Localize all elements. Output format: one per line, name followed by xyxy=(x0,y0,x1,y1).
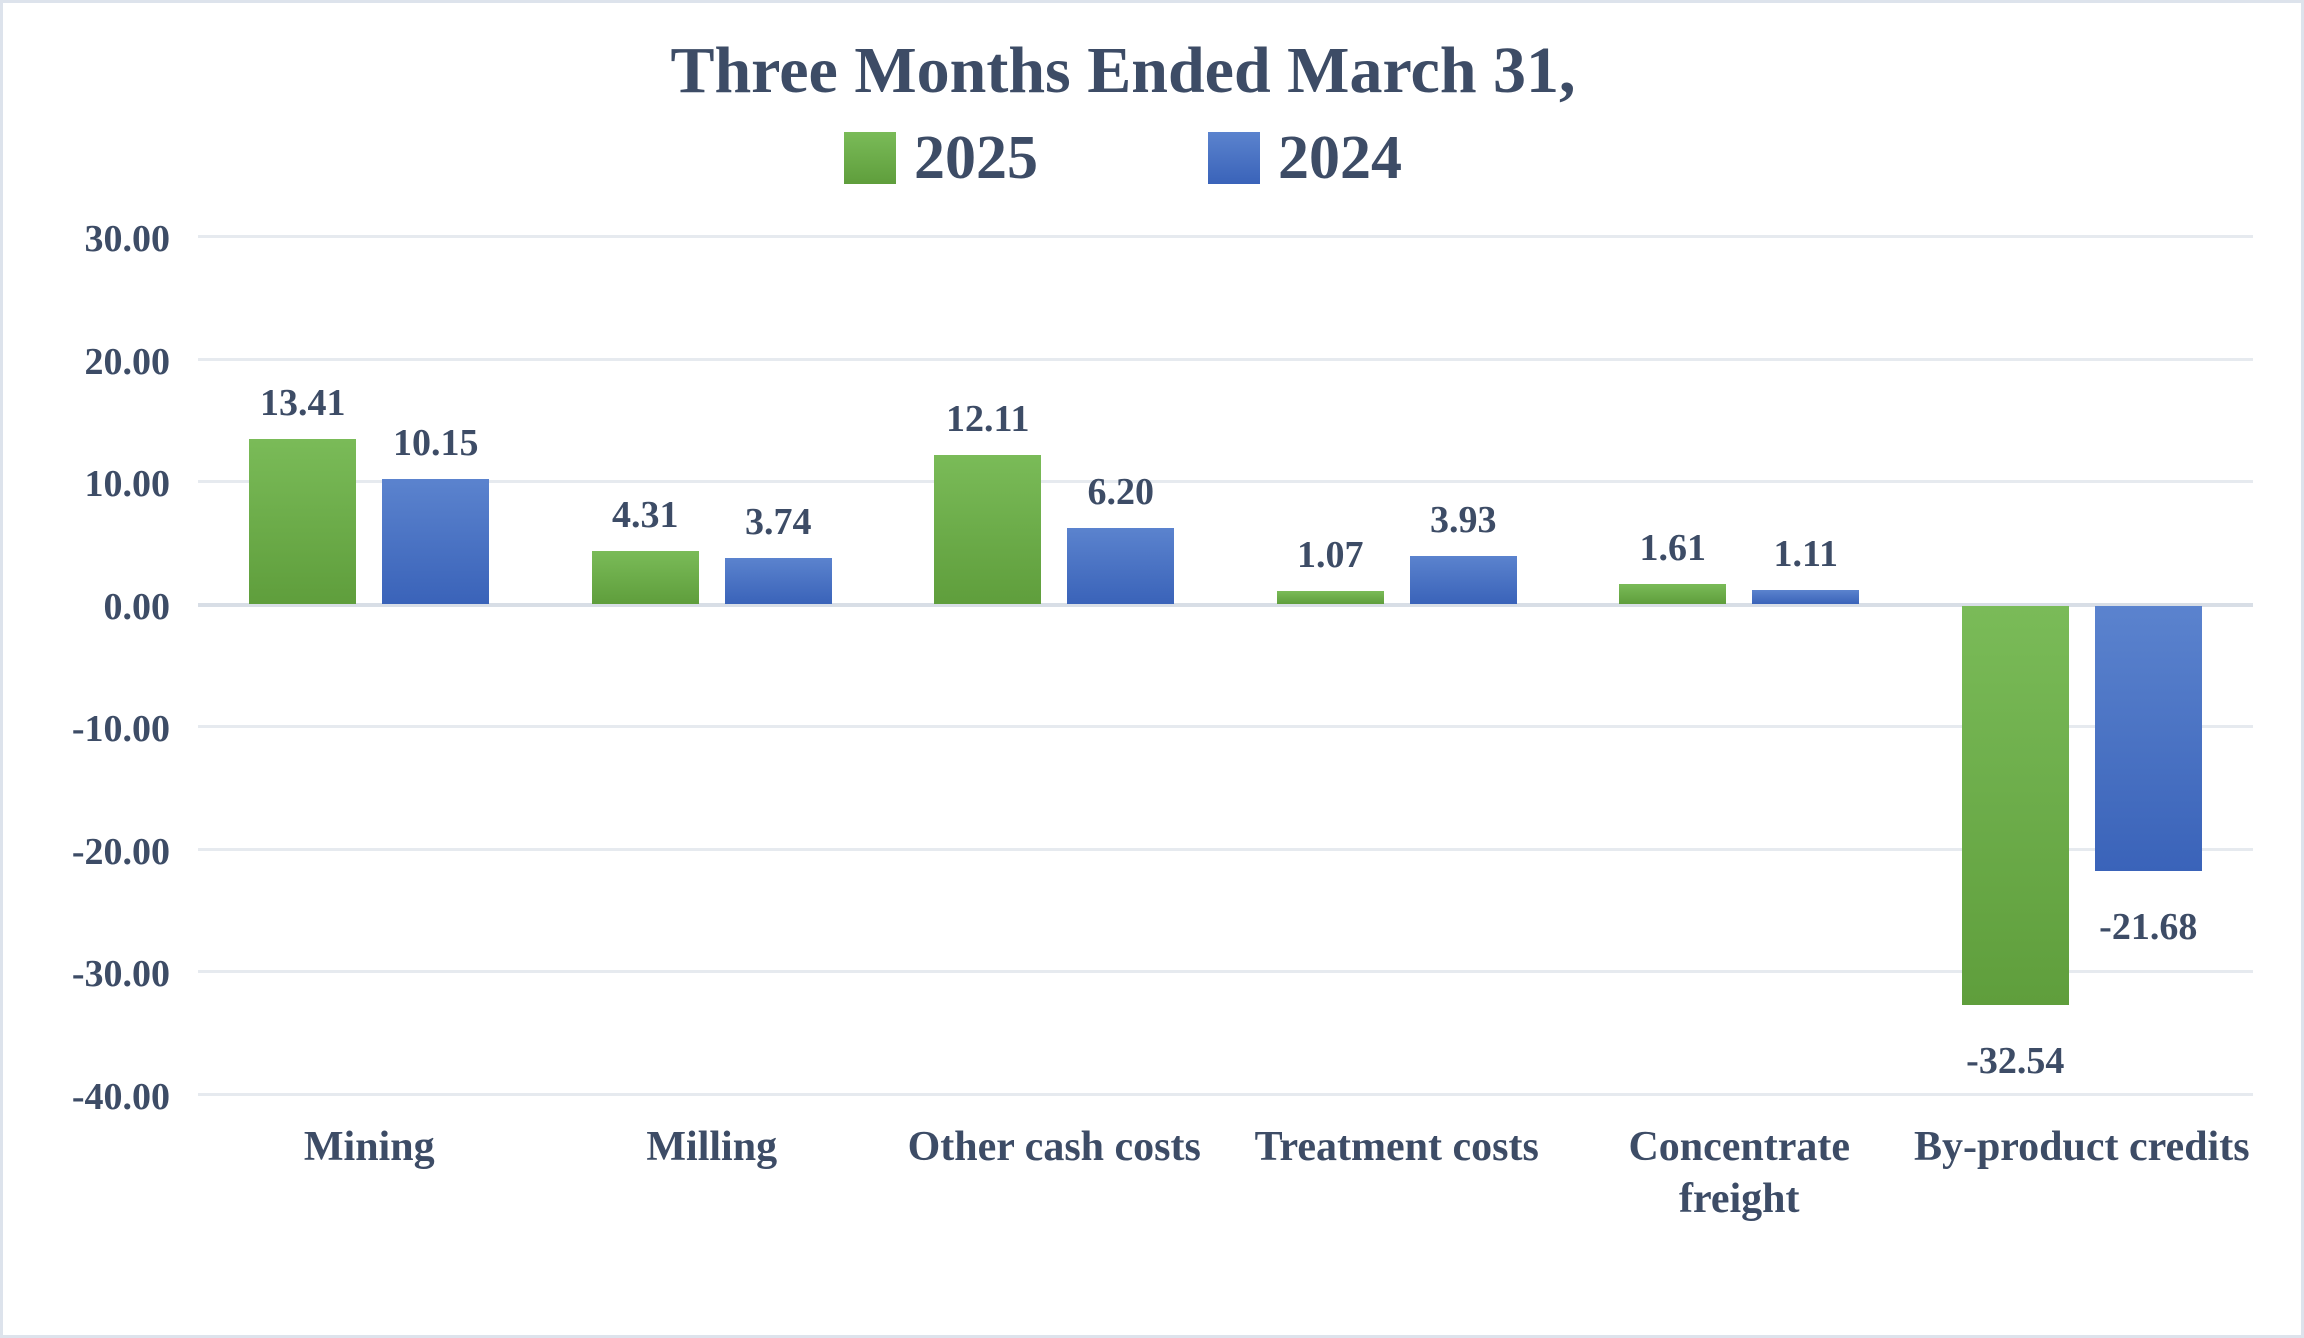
bar-2025-milling xyxy=(591,550,699,604)
plot-area: 30.00 20.00 10.00 0.00 -10.00 -20.00 -30.00 -40… xyxy=(3,3,2301,1335)
gridline xyxy=(198,235,2253,238)
zero-gridline xyxy=(198,602,2253,607)
value-label-2024-by-product-credits: -21.68 xyxy=(2099,906,2198,949)
legend-swatch-2024-icon xyxy=(1208,132,1260,184)
bar-2024-milling xyxy=(724,557,832,604)
value-label-2024-treatment-costs: 3.93 xyxy=(1430,498,1497,541)
chart-title: Three Months Ended March 31, xyxy=(670,34,1576,107)
value-label-2024-mining: 10.15 xyxy=(393,422,479,465)
bar-2025-other-cash-costs xyxy=(934,455,1042,604)
legend-label-2025: 2025 xyxy=(914,124,1038,192)
gridline xyxy=(198,725,2253,729)
bar-2025-by-product-credits xyxy=(1961,605,2069,1005)
bar-2024-concentrate-freight xyxy=(1752,590,1860,604)
gridline xyxy=(198,357,2253,361)
value-label-2025-milling: 4.31 xyxy=(612,493,679,536)
value-label-2025-mining: 13.41 xyxy=(260,382,346,425)
bar-2024-by-product-credits xyxy=(2094,605,2202,872)
x-axis-category-label-milling: Milling xyxy=(646,1124,778,1170)
y-axis-tick-label: -30.00 xyxy=(71,953,170,996)
y-axis-tick-label: -40.00 xyxy=(71,1076,170,1118)
value-label-2025-treatment-costs: 1.07 xyxy=(1297,533,1364,576)
gridline xyxy=(198,970,2253,974)
value-label-2025-by-product-credits: -32.54 xyxy=(1966,1039,2065,1082)
y-axis-tick-label: 0.00 xyxy=(103,585,171,628)
bar-2025-mining xyxy=(249,439,357,604)
x-axis-category-label-mining: Mining xyxy=(303,1124,435,1170)
x-axis-category-label-treatment-costs: Treatment costs xyxy=(1254,1124,1539,1170)
bar-2024-other-cash-costs xyxy=(1067,527,1175,604)
y-axis-tick-label: 10.00 xyxy=(84,463,171,506)
x-axis-category-label-by-product-credits: By-product credits xyxy=(1913,1124,2250,1170)
x-axis-category-label-other-cash-costs: Other cash costs xyxy=(907,1124,1201,1170)
bar-2025-treatment-costs xyxy=(1276,590,1384,604)
gridline xyxy=(198,480,2253,484)
y-axis-tick-label: -20.00 xyxy=(71,830,170,873)
value-label-2025-concentrate-freight: 1.61 xyxy=(1639,526,1707,569)
bar-2024-treatment-costs xyxy=(1409,555,1517,604)
y-axis-tick-label: 20.00 xyxy=(84,340,171,383)
y-axis-tick-label: 30.00 xyxy=(84,218,171,260)
chart-legend: 2025 2024 xyxy=(3,125,2243,191)
value-label-2024-milling: 3.74 xyxy=(745,500,812,543)
y-axis-tick-label: -10.00 xyxy=(71,708,170,751)
legend-item-2025: 2025 xyxy=(844,125,1038,191)
value-label-2024-other-cash-costs: 6.20 xyxy=(1087,470,1155,513)
x-axis-category-label-concentrate-freight: Concentrate freight xyxy=(1628,1124,1851,1222)
value-label-2025-other-cash-costs: 12.11 xyxy=(946,398,1030,441)
bar-2025-concentrate-freight xyxy=(1619,583,1727,604)
gridline xyxy=(198,1093,2253,1096)
gridline xyxy=(198,847,2253,851)
value-label-2024-concentrate-freight: 1.11 xyxy=(1773,533,1838,576)
legend-label-2024: 2024 xyxy=(1278,124,1402,192)
bar-2024-mining xyxy=(382,479,490,604)
legend-item-2024: 2024 xyxy=(1208,125,1402,191)
legend-swatch-2025-icon xyxy=(844,132,896,184)
